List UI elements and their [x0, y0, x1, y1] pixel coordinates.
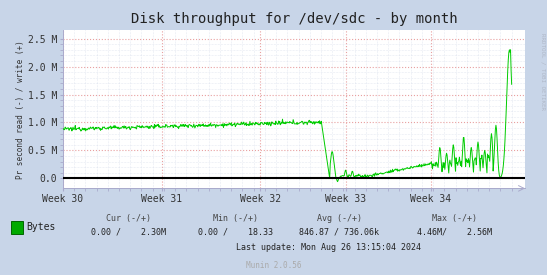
Text: Cur (-/+): Cur (-/+): [106, 214, 151, 223]
Text: Min (-/+): Min (-/+): [213, 214, 258, 223]
Title: Disk throughput for /dev/sdc - by month: Disk throughput for /dev/sdc - by month: [131, 12, 457, 26]
Text: Bytes: Bytes: [26, 222, 56, 232]
Text: 0.00 /    18.33: 0.00 / 18.33: [197, 228, 273, 237]
Text: 4.46M/    2.56M: 4.46M/ 2.56M: [416, 228, 492, 237]
Y-axis label: Pr second read (-) / write (+): Pr second read (-) / write (+): [16, 40, 25, 179]
Text: Last update: Mon Aug 26 13:15:04 2024: Last update: Mon Aug 26 13:15:04 2024: [236, 243, 421, 252]
Text: Munin 2.0.56: Munin 2.0.56: [246, 260, 301, 270]
Text: Max (-/+): Max (-/+): [432, 214, 476, 223]
Text: Avg (-/+): Avg (-/+): [317, 214, 362, 223]
Text: 846.87 / 736.06k: 846.87 / 736.06k: [299, 228, 379, 237]
Text: RRDTOOL / TOBI OETIKER: RRDTOOL / TOBI OETIKER: [541, 33, 546, 110]
Text: 0.00 /    2.30M: 0.00 / 2.30M: [91, 228, 166, 237]
